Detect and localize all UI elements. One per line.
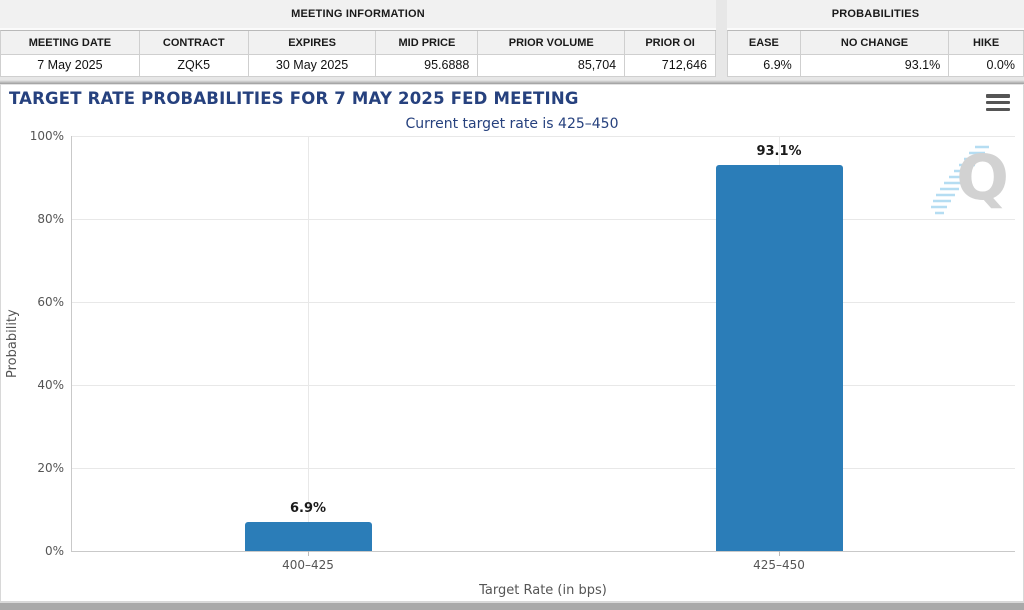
value-contract: ZQK5	[140, 55, 249, 76]
chart-subtitle: Current target rate is 425–450	[405, 116, 619, 132]
y-tick-label: 20%	[37, 461, 64, 475]
x-axis-title: Target Rate (in bps)	[479, 583, 607, 598]
meeting-information-header-row: MEETING DATE CONTRACT EXPIRES MID PRICE …	[0, 30, 717, 55]
hamburger-menu-icon[interactable]	[986, 94, 1010, 111]
y-tick-label: 100%	[29, 129, 64, 143]
value-meeting-date: 7 May 2025	[1, 55, 140, 76]
meeting-information-section-title: MEETING INFORMATION	[0, 0, 716, 30]
header-expires: EXPIRES	[249, 31, 377, 54]
gridline-horizontal	[72, 385, 1015, 386]
probability-bar[interactable]	[715, 164, 843, 551]
value-mid-price: 95.6888	[376, 55, 479, 76]
header-mid-price: MID PRICE	[376, 31, 479, 54]
x-axis-tickmark	[779, 551, 780, 556]
gridline-horizontal	[72, 468, 1015, 469]
meeting-information-value-row: 7 May 2025 ZQK5 30 May 2025 95.6888 85,7…	[0, 55, 716, 77]
chart-title: TARGET RATE PROBABILITIES FOR 7 MAY 2025…	[9, 89, 579, 108]
bar-value-label: 6.9%	[289, 501, 327, 517]
gridline-horizontal	[72, 219, 1015, 220]
value-expires: 30 May 2025	[249, 55, 377, 76]
header-meeting-date: MEETING DATE	[1, 31, 140, 54]
value-hike: 0.0%	[949, 55, 1024, 76]
probabilities-header-row: EASE NO CHANGE HIKE	[727, 30, 1024, 55]
header-contract: CONTRACT	[140, 31, 249, 54]
y-tick-label: 80%	[37, 212, 64, 226]
plot-area: 0% 20% 40% 60% 80% 100% 6.9% 400–425 93.1% 425–45…	[30, 129, 1015, 572]
section-divider	[0, 80, 1024, 84]
meeting-information-table: MEETING INFORMATION MEETING DATE CONTRAC…	[0, 0, 717, 80]
value-ease: 6.9%	[728, 55, 801, 76]
probabilities-section-title: PROBABILITIES	[727, 0, 1024, 30]
header-prior-oi: PRIOR OI	[625, 31, 717, 54]
probabilities-table: PROBABILITIES EASE NO CHANGE HIKE 6.9% 9…	[727, 0, 1024, 80]
x-axis-tickmark	[308, 551, 309, 556]
bar-value-label: 93.1%	[756, 143, 802, 159]
x-tick-label: 400–425	[282, 558, 334, 572]
gridline-vertical	[308, 136, 309, 551]
x-tick-label: 425–450	[753, 558, 805, 572]
header-ease: EASE	[728, 31, 801, 54]
bottom-strip	[0, 602, 1024, 610]
header-no-change: NO CHANGE	[801, 31, 950, 54]
probability-bar[interactable]	[244, 522, 372, 551]
gridline-horizontal	[72, 302, 1015, 303]
y-axis-title: Probability	[5, 309, 20, 379]
value-no-change: 93.1%	[801, 55, 950, 76]
probabilities-value-row: 6.9% 93.1% 0.0%	[727, 55, 1024, 77]
header-hike: HIKE	[949, 31, 1024, 54]
value-prior-oi: 712,646	[625, 55, 716, 76]
header-prior-volume: PRIOR VOLUME	[478, 31, 626, 54]
gridline-horizontal	[72, 136, 1015, 137]
y-tick-label: 60%	[37, 295, 64, 309]
chart-panel: TARGET RATE PROBABILITIES FOR 7 MAY 2025…	[0, 84, 1024, 602]
y-tick-label: 40%	[37, 378, 64, 392]
y-tick-label: 0%	[44, 544, 64, 558]
top-tables: MEETING INFORMATION MEETING DATE CONTRAC…	[0, 0, 1024, 80]
value-prior-volume: 85,704	[478, 55, 626, 76]
